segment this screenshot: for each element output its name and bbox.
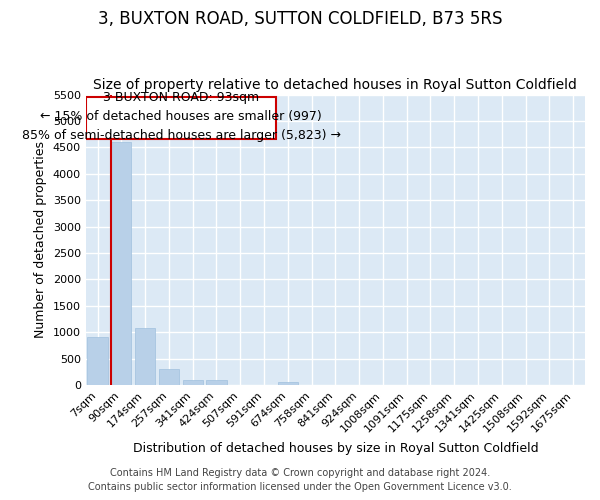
Text: 3 BUXTON ROAD: 93sqm
← 15% of detached houses are smaller (997)
85% of semi-deta: 3 BUXTON ROAD: 93sqm ← 15% of detached h… [22, 91, 341, 142]
X-axis label: Distribution of detached houses by size in Royal Sutton Coldfield: Distribution of detached houses by size … [133, 442, 538, 455]
Bar [159, 369, 179, 385]
Title: Size of property relative to detached houses in Royal Sutton Coldfield: Size of property relative to detached ho… [94, 78, 577, 92]
Text: Contains HM Land Registry data © Crown copyright and database right 2024.
Contai: Contains HM Land Registry data © Crown c… [88, 468, 512, 492]
Bar [278, 382, 298, 385]
Bar [88, 338, 107, 385]
Bar [135, 328, 155, 385]
Bar [206, 380, 227, 385]
Text: 3, BUXTON ROAD, SUTTON COLDFIELD, B73 5RS: 3, BUXTON ROAD, SUTTON COLDFIELD, B73 5R… [98, 10, 502, 28]
Y-axis label: Number of detached properties: Number of detached properties [34, 142, 47, 338]
Bar [182, 380, 203, 385]
Bar [86, 97, 276, 140]
Bar [111, 142, 131, 385]
